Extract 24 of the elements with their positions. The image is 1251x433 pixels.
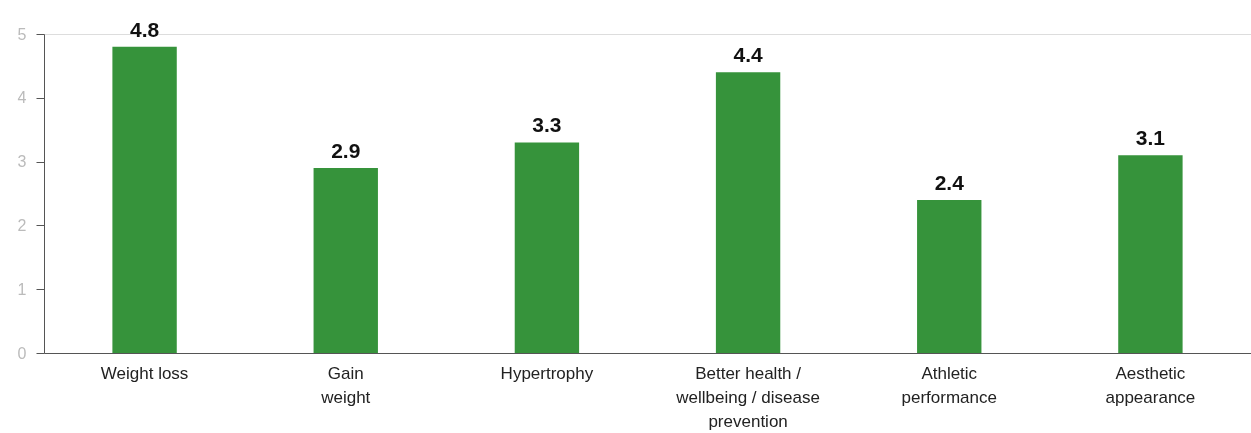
- bar: [514, 142, 580, 353]
- data-label: 4.4: [733, 43, 763, 67]
- x-tick-label: Athletic performance: [901, 363, 997, 407]
- y-tick-label: 0: [17, 344, 27, 362]
- bar: [715, 72, 781, 353]
- data-label: 4.8: [129, 17, 160, 41]
- bar: [112, 46, 177, 353]
- y-tick-label: 5: [17, 25, 27, 43]
- data-label: 2.4: [934, 170, 965, 194]
- data-label: 3.1: [1135, 126, 1166, 150]
- y-tick-label: 3: [17, 153, 27, 171]
- x-tick-label: Weight loss: [100, 363, 189, 383]
- bar: [917, 199, 982, 353]
- y-tick-label: 1: [17, 280, 27, 298]
- bar: [313, 167, 378, 353]
- data-label: 3.3: [532, 113, 562, 137]
- x-tick-label: Hypertrophy: [500, 363, 594, 383]
- y-tick-label: 4: [17, 89, 27, 107]
- data-label: 2.9: [331, 138, 361, 162]
- bar: [1118, 155, 1183, 353]
- x-tick-label: Gain weight: [320, 363, 371, 407]
- x-tick-label: Aesthetic appearance: [1105, 363, 1196, 407]
- x-tick-label: Better health / wellbeing / disease prevention: [675, 363, 820, 431]
- y-tick-label: 2: [17, 216, 27, 234]
